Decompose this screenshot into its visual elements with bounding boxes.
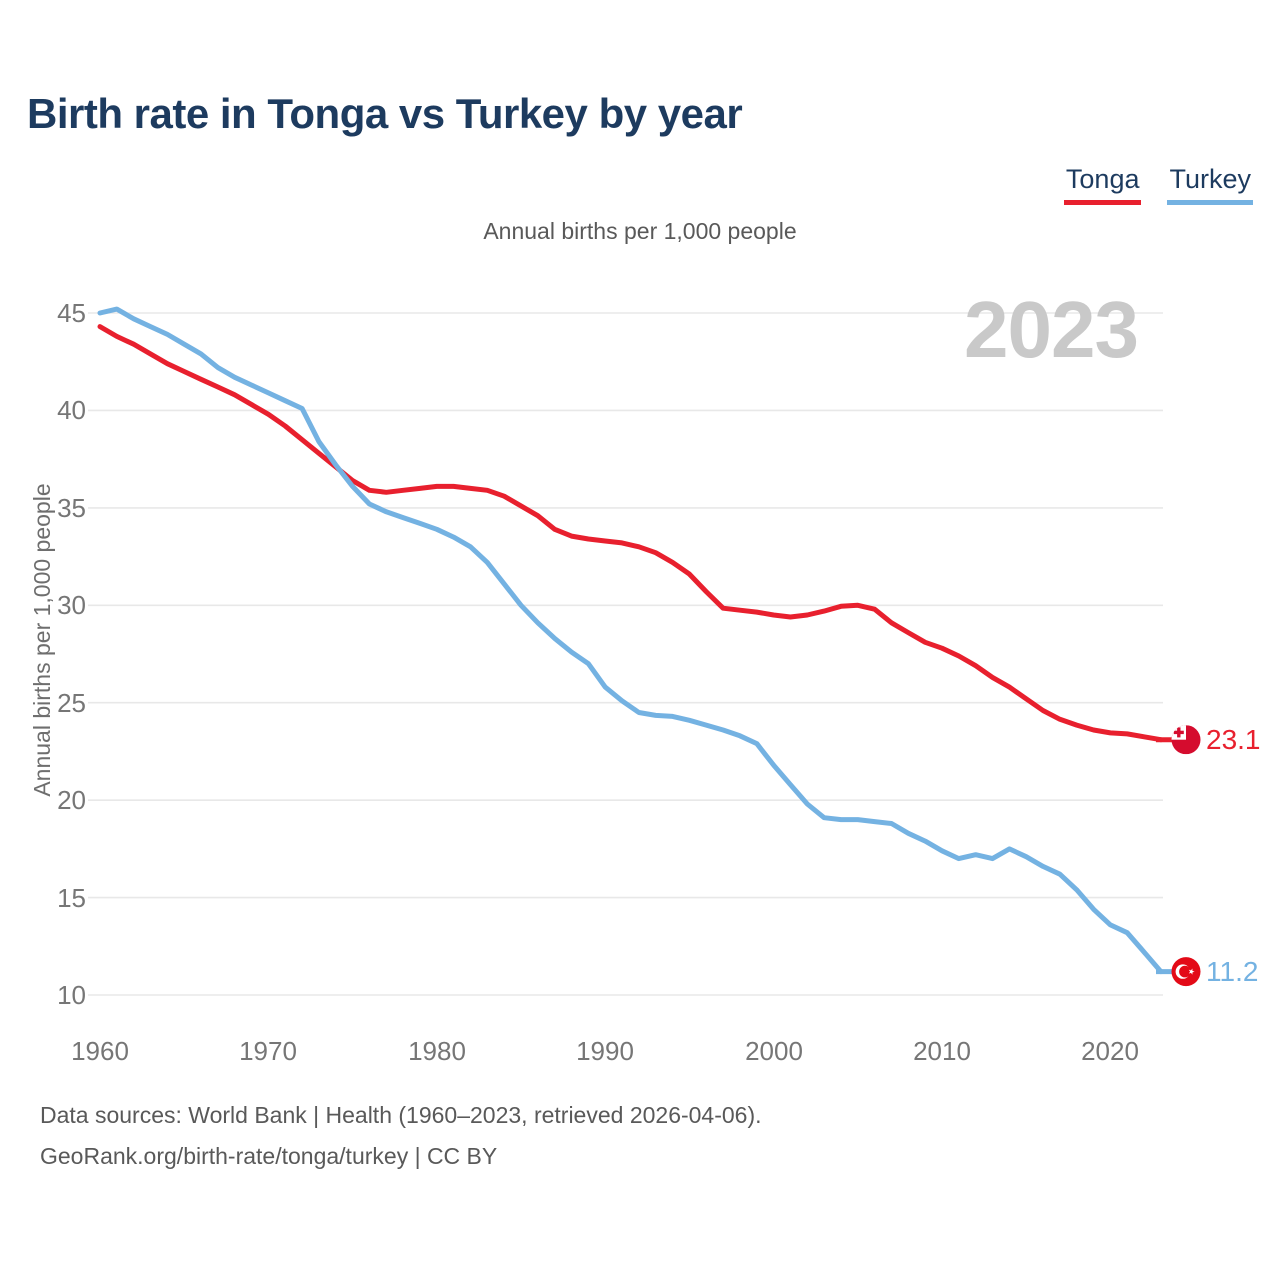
- turkey-flag-group: [1156, 957, 1201, 987]
- legend-item-turkey[interactable]: Turkey: [1167, 164, 1253, 205]
- y-tick-10: 10: [57, 980, 86, 1010]
- legend-item-tonga[interactable]: Tonga: [1063, 164, 1142, 205]
- y-tick-40: 40: [57, 395, 86, 425]
- y-tick-45: 45: [57, 298, 86, 328]
- line-turkey: [97, 306, 1164, 975]
- turkey-flag-icon: [1171, 957, 1201, 987]
- footer-sources: Data sources: World Bank | Health (1960–…: [40, 1102, 762, 1128]
- y-tick-35: 35: [57, 493, 86, 523]
- y-tick-20: 20: [57, 785, 86, 815]
- x-tick-1980: 1980: [408, 1036, 466, 1066]
- x-tick-1960: 1960: [71, 1036, 129, 1066]
- legend: Tonga Turkey: [1063, 164, 1253, 205]
- x-tick-2000: 2000: [745, 1036, 803, 1066]
- x-tick-2020: 2020: [1081, 1036, 1139, 1066]
- turkey-end-value: 11.2: [1206, 956, 1259, 987]
- tonga-flag-icon: [1171, 725, 1201, 755]
- y-tick-30: 30: [57, 590, 86, 620]
- line-tonga: [97, 324, 1164, 743]
- y-tick-15: 15: [57, 883, 86, 913]
- tonga-end-value: 23.1: [1206, 724, 1261, 755]
- gridlines: [88, 312, 1163, 996]
- year-watermark: 2023: [964, 285, 1138, 374]
- x-tick-1990: 1990: [576, 1036, 634, 1066]
- chart-subtitle: Annual births per 1,000 people: [483, 218, 797, 244]
- series-lines: [97, 306, 1164, 975]
- footer: Data sources: World Bank | Health (1960–…: [40, 1095, 762, 1177]
- tonga-flag-group: [1156, 725, 1201, 755]
- x-tick-1970: 1970: [239, 1036, 297, 1066]
- x-tick-2010: 2010: [913, 1036, 971, 1066]
- page-title: Birth rate in Tonga vs Turkey by year: [27, 90, 743, 137]
- footer-attribution: GeoRank.org/birth-rate/tonga/turkey | CC…: [40, 1143, 498, 1169]
- y-tick-25: 25: [57, 688, 86, 718]
